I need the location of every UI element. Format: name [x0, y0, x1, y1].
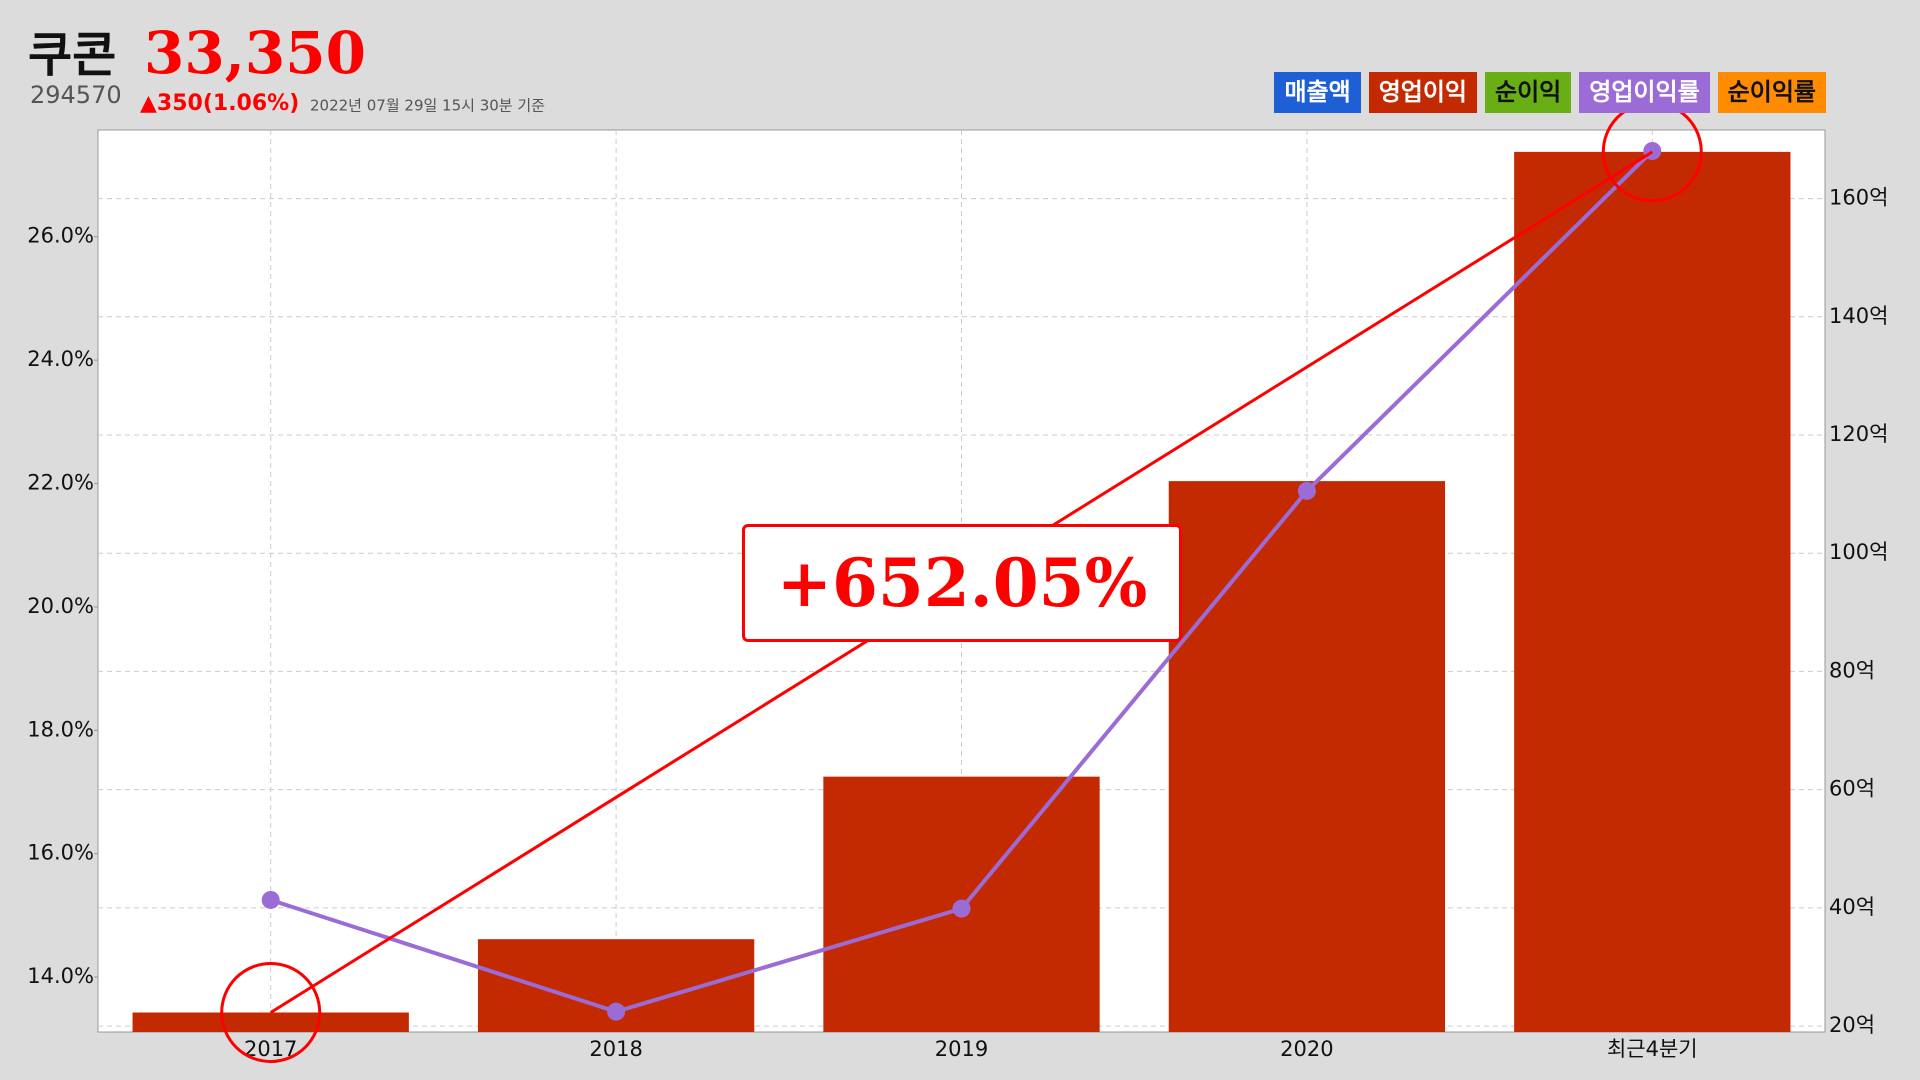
stock-code: 294570 [30, 81, 122, 109]
stock-price: 33,350 [144, 19, 366, 87]
point [607, 1002, 626, 1021]
legend-item[interactable]: 순이익률 [1717, 72, 1826, 113]
x-tick-label: 2020 [1280, 1037, 1333, 1061]
legend-item[interactable]: 순이익 [1485, 72, 1572, 113]
y2-tick-label: 20억 [1829, 1013, 1875, 1037]
legend-item[interactable]: 영업이익률 [1579, 72, 1710, 113]
y2-tick-label: 60억 [1829, 777, 1875, 801]
y-tick-label: 26.0% [27, 224, 94, 248]
y-tick-label: 14.0% [27, 964, 94, 988]
stock-name: 쿠콘 [28, 27, 116, 83]
x-tick-label: 2018 [589, 1037, 642, 1061]
bar [132, 1012, 409, 1032]
y2-tick-label: 120억 [1829, 422, 1888, 446]
bar [1168, 481, 1446, 1032]
y-tick-label: 20.0% [27, 594, 94, 618]
y-tick-label: 18.0% [27, 717, 94, 741]
y2-tick-label: 160억 [1829, 186, 1888, 210]
y2-tick-label: 140억 [1829, 304, 1888, 328]
legend-item[interactable]: 매출액 [1274, 72, 1361, 113]
highlight-circle [220, 961, 322, 1063]
point [1297, 481, 1316, 500]
y-tick-label: 16.0% [27, 841, 94, 865]
annotation: +652.05% [742, 524, 1182, 642]
y-tick-label: 22.0% [27, 471, 94, 495]
legend: 매출액 영업이익 순이익 영업이익률 순이익률 [1274, 72, 1826, 113]
x-tick-label: 2019 [935, 1037, 988, 1061]
point [261, 890, 280, 909]
y2-tick-label: 80억 [1829, 658, 1875, 682]
timestamp: 2022년 07월 29일 15시 30분 기준 [310, 97, 545, 115]
price-change: ▲350(1.06%) [140, 91, 299, 116]
bar [1514, 151, 1791, 1033]
y2-tick-label: 100억 [1829, 540, 1888, 564]
legend-item[interactable]: 영업이익 [1368, 72, 1478, 113]
x-tick-label: 최근4분기 [1607, 1037, 1698, 1061]
y2-tick-label: 40억 [1829, 895, 1875, 919]
point [952, 899, 971, 918]
y-tick-label: 24.0% [27, 347, 94, 371]
